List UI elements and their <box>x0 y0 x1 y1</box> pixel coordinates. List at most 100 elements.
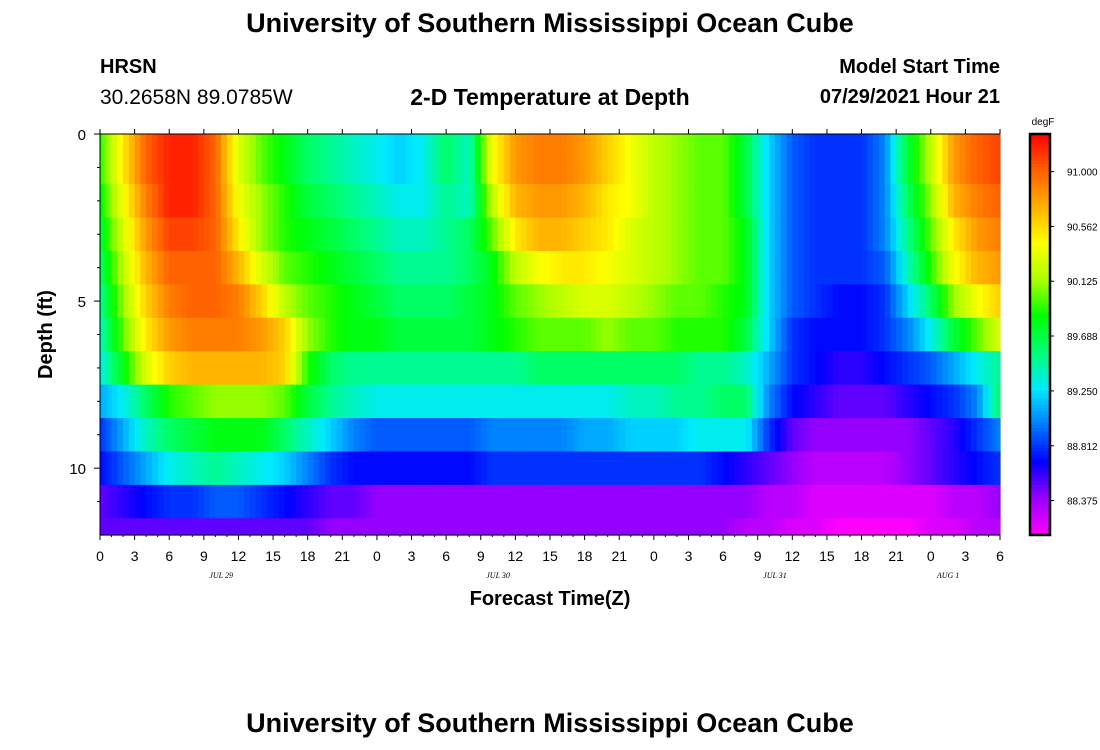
heatmap-cell <box>550 284 557 319</box>
heatmap-cell <box>757 351 765 386</box>
heatmap-cell <box>723 418 730 453</box>
heatmap-cell <box>192 451 199 486</box>
heatmap-cell <box>163 451 170 486</box>
heatmap-cell <box>896 217 903 252</box>
heatmap-cell <box>636 317 643 352</box>
heatmap-cell <box>394 284 401 319</box>
heatmap-cell <box>123 317 130 352</box>
heatmap-cell <box>417 451 424 486</box>
heatmap-cell <box>330 184 338 219</box>
heatmap-cell <box>192 384 199 419</box>
heatmap-cell <box>803 134 811 152</box>
colorbar-segment <box>1030 404 1050 409</box>
heatmap-cell <box>382 351 390 386</box>
heatmap-cell <box>803 150 811 185</box>
x-axis-label: Forecast Time(Z) <box>470 588 631 610</box>
heatmap-cell <box>163 250 170 285</box>
heatmap-cell <box>111 150 118 185</box>
heatmap-cell <box>659 384 666 419</box>
heatmap-cell <box>746 217 753 252</box>
heatmap-cell <box>723 150 730 185</box>
heatmap-cell <box>907 484 915 519</box>
heatmap-cell <box>342 418 349 453</box>
heatmap-cell <box>411 134 418 152</box>
heatmap-cell <box>108 134 113 152</box>
heatmap-cell <box>140 384 147 419</box>
heatmap-cell <box>815 518 822 536</box>
x-tick-label: 9 <box>754 548 762 564</box>
heatmap-cell <box>100 184 104 219</box>
colorbar-segment <box>1030 441 1050 446</box>
heatmap-cell <box>786 134 793 152</box>
heatmap-cell <box>991 384 995 419</box>
heatmap-cell <box>105 134 110 152</box>
heatmap-cell <box>503 351 511 386</box>
heatmap-cell <box>913 150 920 185</box>
heatmap-cell <box>815 484 822 519</box>
heatmap-cell <box>636 284 643 319</box>
heatmap-cell <box>659 250 666 285</box>
heatmap-cell <box>671 250 678 285</box>
heatmap-cell <box>850 518 857 536</box>
heatmap-cell <box>440 184 447 219</box>
heatmap-cell <box>515 284 522 319</box>
heatmap-cell <box>997 317 1001 352</box>
heatmap-cell <box>809 484 816 519</box>
heatmap-cell <box>434 150 441 185</box>
heatmap-cell <box>907 284 915 319</box>
heatmap-cell <box>463 134 470 152</box>
heatmap-cell <box>417 284 424 319</box>
heatmap-cell <box>821 284 828 319</box>
heatmap-cell <box>319 418 326 453</box>
heatmap-cell <box>994 250 998 285</box>
heatmap-cell <box>584 451 591 486</box>
heatmap-cell <box>261 217 268 252</box>
heatmap-cell <box>711 418 718 453</box>
heatmap-cell <box>607 184 615 219</box>
heatmap-cell <box>486 351 493 386</box>
heatmap-cell <box>365 418 372 453</box>
heatmap-cell <box>878 217 886 252</box>
heatmap-cell <box>457 134 465 152</box>
heatmap-cell <box>555 150 563 185</box>
heatmap-cell <box>290 351 297 386</box>
heatmap-cell <box>290 150 297 185</box>
heatmap-cell <box>925 217 932 252</box>
heatmap-cell <box>186 484 193 519</box>
heatmap-cell <box>400 250 407 285</box>
heatmap-cell <box>290 317 297 352</box>
heatmap-cell <box>682 184 690 219</box>
heatmap-cell <box>567 284 574 319</box>
heatmap-cell <box>763 284 770 319</box>
heatmap-cell <box>330 518 338 536</box>
heatmap-cell <box>163 351 170 386</box>
heatmap-cell <box>746 418 753 453</box>
heatmap-cell <box>780 518 788 536</box>
colorbar-segment <box>1030 327 1050 332</box>
heatmap-cell <box>342 484 349 519</box>
heatmap-cell <box>930 250 938 285</box>
heatmap-cell <box>763 317 770 352</box>
heatmap-cell <box>613 284 620 319</box>
heatmap-cell <box>111 384 118 419</box>
heatmap-cell <box>826 484 834 519</box>
heatmap-cell <box>948 351 955 386</box>
heatmap-cell <box>175 351 182 386</box>
heatmap-cell <box>469 351 476 386</box>
heatmap-cell <box>838 250 845 285</box>
heatmap-cell <box>325 484 332 519</box>
heatmap-cell <box>365 217 372 252</box>
heatmap-cell <box>108 518 113 536</box>
heatmap-cell <box>215 134 222 152</box>
heatmap-cell <box>619 351 626 386</box>
heatmap-cell <box>301 150 309 185</box>
heatmap-cell <box>590 250 597 285</box>
heatmap-cell <box>740 134 747 152</box>
heatmap-cell <box>278 518 286 536</box>
heatmap-cell <box>723 250 730 285</box>
heatmap-cell <box>128 217 136 252</box>
heatmap-cell <box>515 317 522 352</box>
heatmap-cell <box>682 134 690 152</box>
heatmap-cell <box>169 317 176 352</box>
heatmap-cell <box>596 484 603 519</box>
